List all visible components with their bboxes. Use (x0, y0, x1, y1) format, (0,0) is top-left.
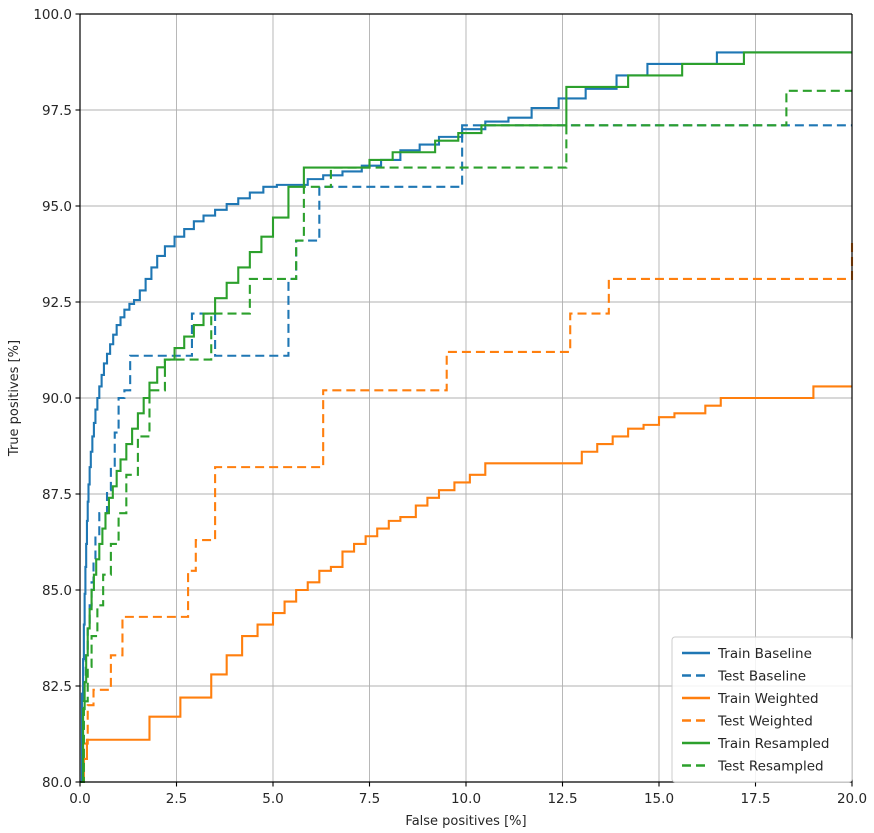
series-group (80, 51, 854, 784)
series-line-train-baseline (80, 51, 852, 784)
series-line-test-resampled (80, 89, 852, 784)
y-tick-label: 97.5 (42, 103, 72, 119)
legend-label: Test Resampled (717, 759, 824, 775)
x-tick-label: 2.5 (166, 791, 187, 807)
x-tick-label: 12.5 (547, 791, 577, 807)
x-tick-label: 0.0 (69, 791, 90, 807)
legend-box (671, 636, 853, 783)
y-axis-label: True positives [%] (7, 340, 22, 457)
legend-label: Train Weighted (717, 691, 819, 707)
series-line-train-weighted (80, 385, 852, 784)
legend-label: Test Baseline (717, 669, 806, 685)
tick-group: 0.0 2.5 5.0 7.5 10.0 12.5 15.0 17.5 20.0 80.0 82.5… (33, 7, 867, 807)
y-tick-label: 100.0 (33, 7, 72, 23)
y-tick-label: 80.0 (42, 775, 72, 791)
legend[interactable]: Train Baseline Test Baseline Train Weighte… (671, 636, 853, 783)
y-tick-label: 82.5 (42, 679, 72, 695)
y-tick-label: 85.0 (42, 583, 72, 599)
legend-label: Train Baseline (717, 646, 812, 662)
x-tick-label: 7.5 (359, 791, 380, 807)
x-tick-label: 10.0 (451, 791, 481, 807)
legend-label: Test Weighted (717, 714, 813, 730)
x-tick-label: 20.0 (837, 791, 867, 807)
y-tick-label: 90.0 (42, 391, 72, 407)
x-tick-label: 15.0 (644, 791, 674, 807)
y-tick-label: 92.5 (42, 295, 72, 311)
x-axis-label: False positives [%] (405, 814, 526, 829)
y-tick-label: 95.0 (42, 199, 72, 215)
legend-label: Train Resampled (717, 736, 829, 752)
y-tick-label: 87.5 (42, 487, 72, 503)
x-tick-label: 5.0 (262, 791, 283, 807)
series-line-train-resampled (80, 51, 852, 784)
x-tick-label: 17.5 (740, 791, 770, 807)
